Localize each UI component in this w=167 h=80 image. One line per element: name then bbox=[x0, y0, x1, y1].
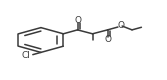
Text: Cl: Cl bbox=[21, 51, 30, 60]
Text: O: O bbox=[104, 35, 111, 44]
Text: O: O bbox=[117, 21, 124, 30]
Text: O: O bbox=[74, 16, 81, 25]
